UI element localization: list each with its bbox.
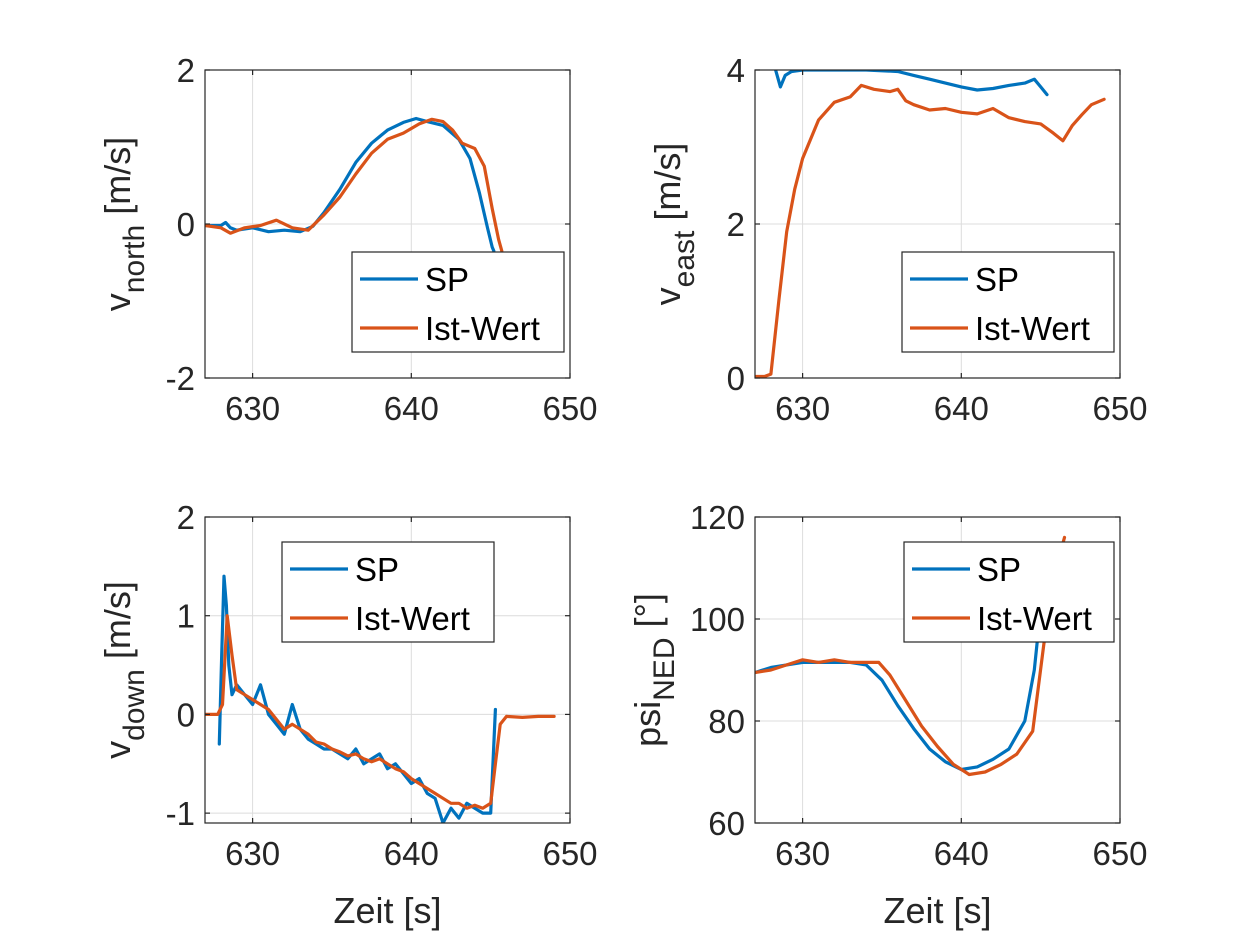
y-tick-label: 2 (727, 206, 745, 243)
series-line-ist-wert (755, 83, 1106, 378)
y-tick-label: 0 (727, 360, 745, 397)
legend: SP Ist-Wert (281, 541, 495, 643)
legend-label: SP (425, 261, 469, 298)
y-axis-label: psiNED [°] (627, 593, 681, 747)
y-axis-label: vnorth [m/s] (97, 137, 151, 311)
legend-box (903, 541, 1115, 643)
y-axis-label: vdown [m/s] (97, 581, 151, 759)
legend-label: Ist-Wert (975, 310, 1090, 347)
x-tick-label: 650 (542, 390, 597, 427)
x-tick-label: 630 (225, 835, 280, 872)
y-tick-label: 1 (177, 598, 195, 635)
subplot-psi-ned: 630 640 650 60 80 100 120 psiNED [°] Zeit [s] SP I… (627, 499, 1148, 931)
x-tick-label: 640 (384, 835, 439, 872)
y-tick-label: -1 (166, 795, 195, 832)
series-line-sp (773, 70, 1049, 97)
legend-label: Ist-Wert (425, 310, 540, 347)
axes-box (754, 516, 1121, 824)
x-tick-label: 630 (775, 390, 830, 427)
x-axis-label: Zeit [s] (883, 890, 991, 931)
subplot-v-east: 630 640 650 0 2 4 veast [m/s] SP Ist-Wert (647, 52, 1148, 427)
series-line-sp (217, 574, 497, 823)
series-line-ist-wert (205, 117, 504, 253)
legend-box (281, 541, 495, 643)
y-tick-label: 0 (177, 206, 195, 243)
subplot-v-down: 630 640 650 -1 0 1 2 vdown [m/s] Zeit [s] SP Ist-W… (97, 499, 598, 931)
legend: SP Ist-Wert (351, 251, 565, 353)
series-line-sp (755, 576, 1046, 772)
legend-label: SP (975, 261, 1019, 298)
legend-label: SP (355, 551, 399, 588)
legend: SP Ist-Wert (901, 251, 1115, 353)
x-tick-label: 630 (225, 390, 280, 427)
legend-label: SP (977, 551, 1021, 588)
y-tick-label: 60 (708, 805, 745, 842)
legend: SP Ist-Wert (903, 541, 1115, 643)
series-line-ist-wert (755, 535, 1067, 777)
x-tick-label: 640 (934, 835, 989, 872)
x-tick-label: 640 (384, 390, 439, 427)
subplot-v-north: 630 640 650 -2 0 2 vnorth [m/s] SP Ist-Wert (97, 52, 598, 427)
y-tick-label: 80 (708, 703, 745, 740)
x-tick-label: 650 (1092, 390, 1147, 427)
y-tick-label: 100 (690, 601, 745, 638)
x-tick-label: 650 (542, 835, 597, 872)
legend-box (351, 251, 565, 353)
y-tick-label: 2 (177, 499, 195, 536)
series-line-ist-wert (205, 614, 556, 810)
x-axis-label: Zeit [s] (333, 890, 441, 931)
x-tick-label: 630 (775, 835, 830, 872)
y-tick-label: 4 (727, 52, 745, 89)
y-tick-label: 120 (690, 499, 745, 536)
y-tick-label: 2 (177, 52, 195, 89)
legend-box (901, 251, 1115, 353)
x-tick-label: 640 (934, 390, 989, 427)
y-tick-label: 0 (177, 696, 195, 733)
x-tick-label: 650 (1092, 835, 1147, 872)
y-tick-label: -2 (166, 360, 195, 397)
axes-box (204, 516, 571, 824)
legend-label: Ist-Wert (977, 600, 1092, 637)
legend-label: Ist-Wert (355, 600, 470, 637)
y-axis-label: veast [m/s] (647, 143, 701, 306)
